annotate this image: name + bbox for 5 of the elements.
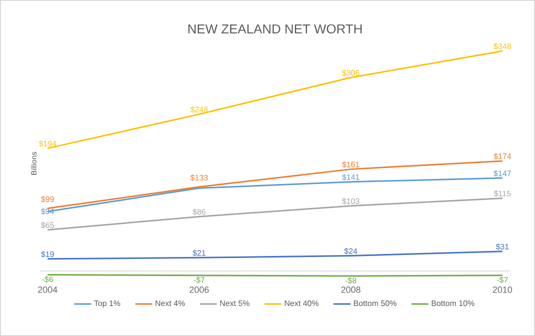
x-tick-label: 2006 bbox=[190, 286, 209, 293]
x-tick-label: 2004 bbox=[38, 286, 58, 293]
chart-title: NEW ZEALAND NET WORTH bbox=[188, 24, 362, 34]
x-tick-label: 2010 bbox=[492, 286, 512, 293]
x-tick-label: 2008 bbox=[341, 286, 360, 293]
